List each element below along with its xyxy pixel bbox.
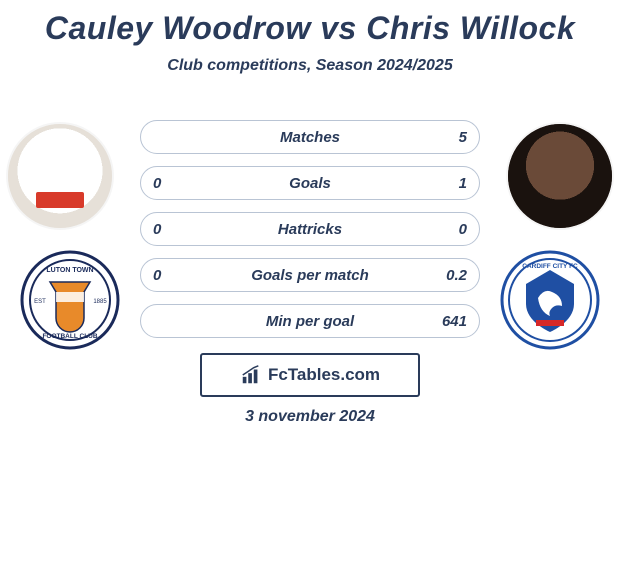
stat-left-value: 0 — [153, 221, 161, 238]
brand-text: FcTables.com — [268, 365, 380, 385]
stat-row: 0 Goals 1 — [140, 166, 480, 200]
club-badge-left: LUTON TOWN FOOTBALL CLUB EST 1885 — [20, 250, 120, 350]
stat-row: 0 Goals per match 0.2 — [140, 258, 480, 292]
svg-text:LUTON TOWN: LUTON TOWN — [46, 267, 93, 274]
svg-text:CARDIFF CITY FC: CARDIFF CITY FC — [522, 263, 578, 270]
stat-right-value: 1 — [459, 175, 467, 192]
svg-text:1885: 1885 — [93, 299, 107, 305]
stat-label: Matches — [141, 129, 479, 146]
stat-label: Hattricks — [141, 221, 479, 238]
comparison-card: Cauley Woodrow vs Chris Willock Club com… — [0, 0, 620, 440]
jersey-icon — [8, 124, 112, 228]
chart-icon — [240, 364, 262, 386]
stat-label: Goals per match — [141, 267, 479, 284]
page-title: Cauley Woodrow vs Chris Willock — [0, 0, 620, 47]
stat-right-value: 0 — [459, 221, 467, 238]
cardiff-badge-icon: CARDIFF CITY FC — [500, 250, 600, 350]
player-photo-right — [508, 124, 612, 228]
stat-row: Min per goal 641 — [140, 304, 480, 338]
svg-text:EST: EST — [34, 299, 46, 305]
club-badge-right: CARDIFF CITY FC — [500, 250, 600, 350]
stat-left-value: 0 — [153, 267, 161, 284]
stat-row: 0 Hattricks 0 — [140, 212, 480, 246]
face-icon — [508, 124, 612, 228]
stat-row: Matches 5 — [140, 120, 480, 154]
subtitle: Club competitions, Season 2024/2025 — [0, 47, 620, 75]
stat-right-value: 0.2 — [446, 267, 467, 284]
stat-label: Goals — [141, 175, 479, 192]
stat-right-value: 641 — [442, 313, 467, 330]
stat-left-value: 0 — [153, 175, 161, 192]
brand-badge: FcTables.com — [200, 353, 420, 397]
stat-right-value: 5 — [459, 129, 467, 146]
stats-list: Matches 5 0 Goals 1 0 Hattricks 0 0 Goal… — [140, 120, 480, 350]
stat-label: Min per goal — [141, 313, 479, 330]
player-photo-left — [8, 124, 112, 228]
svg-text:FOOTBALL CLUB: FOOTBALL CLUB — [42, 333, 97, 340]
date-text: 3 november 2024 — [0, 408, 620, 426]
luton-badge-icon: LUTON TOWN FOOTBALL CLUB EST 1885 — [20, 250, 120, 350]
